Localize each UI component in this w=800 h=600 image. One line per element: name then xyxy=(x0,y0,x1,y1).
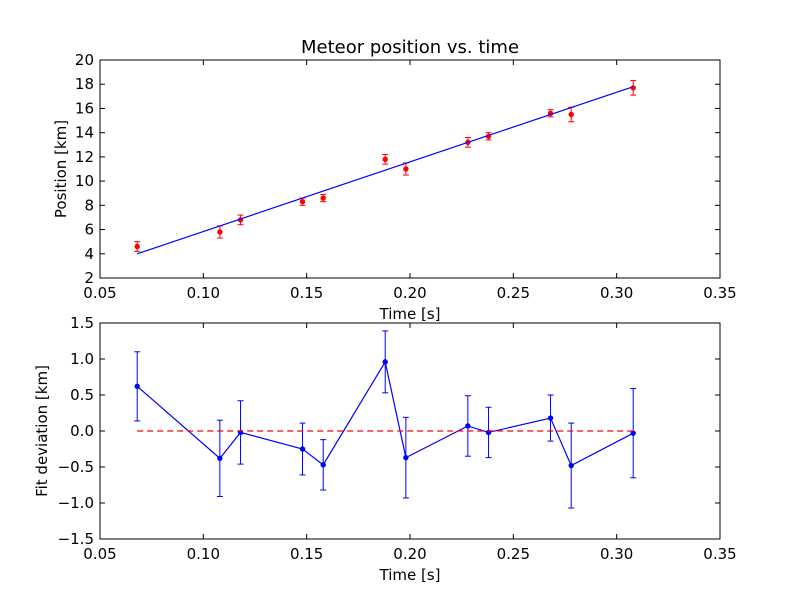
x-tick-label: 0.20 xyxy=(393,545,426,563)
y-tick-label: 20 xyxy=(75,51,94,69)
y-tick-label: −1.5 xyxy=(58,530,94,548)
fit-line xyxy=(137,86,634,255)
x-tick-label: 0.35 xyxy=(703,545,736,563)
y-tick-label: 2 xyxy=(84,269,94,287)
data-point xyxy=(403,166,409,172)
chart-title: Meteor position vs. time xyxy=(301,37,519,58)
x-tick-label: 0.05 xyxy=(83,545,116,563)
x-tick-label: 0.10 xyxy=(187,545,220,563)
data-point xyxy=(320,462,326,468)
y-tick-label: 16 xyxy=(75,99,94,117)
y-tick-label: 0.5 xyxy=(70,386,94,404)
x-tick-label: 0.15 xyxy=(290,284,323,302)
x-tick-label: 0.15 xyxy=(290,545,323,563)
y-axis-label: Position [km] xyxy=(52,120,70,218)
data-point xyxy=(382,156,388,163)
y-tick-label: 4 xyxy=(84,245,94,263)
data-point xyxy=(320,195,326,201)
data-point xyxy=(630,430,636,436)
data-point xyxy=(630,85,636,91)
y-tick-label: 18 xyxy=(75,75,94,93)
data-point xyxy=(299,446,306,452)
x-axis-label: Time [s] xyxy=(379,305,441,323)
x-tick-label: 0.25 xyxy=(497,284,530,302)
y-tick-label: 6 xyxy=(84,221,94,239)
y-axis-label: Fit deviation [km] xyxy=(33,365,51,497)
y-tick-label: −1.0 xyxy=(58,494,94,512)
y-tick-label: 1.5 xyxy=(70,314,94,332)
y-tick-label: 8 xyxy=(84,196,94,214)
y-tick-label: 14 xyxy=(75,124,94,142)
x-tick-label: 0.05 xyxy=(83,284,116,302)
data-point xyxy=(568,462,574,469)
y-tick-label: 12 xyxy=(75,148,94,166)
data-point xyxy=(465,423,471,429)
data-point xyxy=(382,359,388,365)
y-tick-label: 0.0 xyxy=(70,422,94,440)
x-tick-label: 0.10 xyxy=(187,284,220,302)
data-point xyxy=(299,199,306,205)
data-point xyxy=(217,229,223,235)
x-axis-label: Time [s] xyxy=(379,566,441,584)
y-tick-label: −0.5 xyxy=(58,458,94,476)
deviation-chart: 0.05 0.10 0.15 0.20 0.25 0.30 0.35 −1.5 −1.0 −0.5… xyxy=(33,314,737,584)
data-point xyxy=(403,454,409,461)
x-tick-label: 0.30 xyxy=(600,284,633,302)
position-axis-ticks: 0.05 0.10 0.15 0.20 0.25 0.30 0.35 2 4 6 8 10 12 14 16… xyxy=(75,51,737,302)
data-point xyxy=(217,455,223,462)
x-tick-label: 0.25 xyxy=(497,545,530,563)
deviation-series-line xyxy=(136,360,634,467)
position-plot-data xyxy=(134,80,637,255)
x-tick-label: 0.30 xyxy=(600,545,633,563)
y-tick-label: 1.0 xyxy=(70,350,94,368)
data-point xyxy=(568,111,574,118)
x-tick-label: 0.35 xyxy=(703,284,736,302)
x-tick-label: 0.20 xyxy=(393,284,426,302)
y-tick-label: 10 xyxy=(75,172,94,190)
deviation-plot-data xyxy=(134,330,637,509)
data-point xyxy=(134,243,140,250)
deviation-axis-ticks: 0.05 0.10 0.15 0.20 0.25 0.30 0.35 −1.5 −1.0 −0.5… xyxy=(58,314,737,563)
position-chart: Meteor position vs. time 0.05 0.10 0.15 0.2… xyxy=(52,37,737,323)
data-point xyxy=(134,383,140,390)
data-point xyxy=(547,415,554,421)
